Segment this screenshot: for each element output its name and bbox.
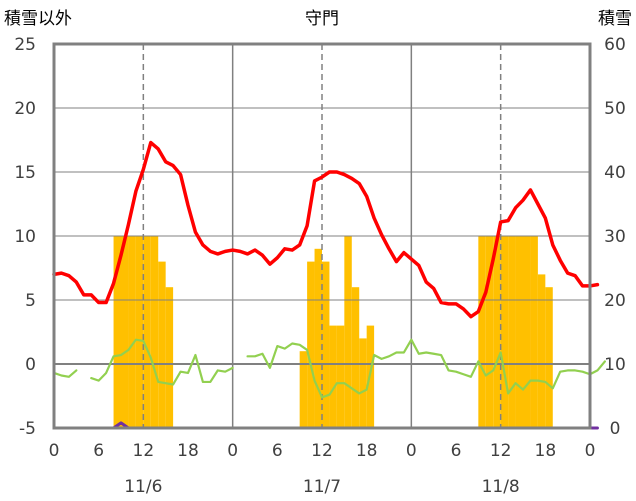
snow-depth-bar: [523, 236, 531, 428]
temperature-line: [52, 140, 600, 319]
x-tick-label: 18: [535, 441, 557, 461]
snow-depth-bar: [508, 236, 516, 428]
y-right-tick-label: 30: [604, 227, 626, 247]
snow-depth-bar: [336, 325, 345, 428]
x-tick-label: 6: [93, 441, 104, 461]
snow-depth-bar: [143, 236, 151, 428]
x-tick-label: 12: [311, 441, 333, 461]
snow-depth-bar: [165, 287, 174, 428]
right-axis-title: 積雪: [598, 9, 632, 29]
snow-depth-bar: [359, 338, 367, 428]
snow-depth-bar: [314, 248, 322, 428]
date-label: 11/7: [303, 477, 341, 497]
snow-depth-bar: [500, 236, 509, 428]
y-left-tick-label: 10: [14, 227, 36, 247]
snow-depth-bar: [537, 274, 546, 428]
chart-title: 守門: [305, 9, 339, 29]
y-left-tick-label: -5: [19, 419, 36, 439]
x-tick-label: 0: [585, 441, 596, 461]
snow-depth-bar: [158, 261, 166, 428]
snow-depth-bar: [344, 236, 352, 428]
snow-depth-bar: [299, 351, 308, 428]
y-right-tick-label: 0: [610, 419, 621, 439]
y-right-tick-label: 50: [604, 99, 626, 119]
snow-depth-bar: [493, 236, 501, 428]
x-tick-label: 0: [49, 441, 60, 461]
y-left-tick-label: 15: [14, 163, 36, 183]
snow-depth-bar: [329, 325, 337, 428]
date-label: 11/8: [482, 477, 520, 497]
snow-depth-bar: [113, 236, 121, 428]
grid-lines: [54, 44, 590, 428]
plot-frame: [52, 42, 592, 430]
y-left-tick-label: 20: [14, 99, 36, 119]
x-tick-label: 18: [177, 441, 199, 461]
snow-depth-bar: [128, 236, 136, 428]
y-left-tick-label: 0: [25, 355, 36, 375]
y-right-tick-label: 10: [604, 355, 626, 375]
y-right-tick-label: 20: [604, 291, 626, 311]
snow-depth-bar: [478, 236, 486, 428]
snow-depth-bars: [113, 236, 553, 428]
snow-depth-bar: [545, 287, 553, 428]
left-axis-title: 積雪以外: [4, 9, 72, 29]
y-left-tick-label: 5: [25, 291, 36, 311]
x-tick-label: 6: [272, 441, 283, 461]
snow-depth-bar: [150, 236, 159, 428]
snow-depth-bar: [515, 236, 523, 428]
snow-depth-bar: [351, 287, 360, 428]
wind-line: [52, 338, 606, 399]
x-tick-label: 12: [133, 441, 155, 461]
snow-depth-bar: [322, 261, 330, 428]
date-label: 11/6: [124, 477, 162, 497]
y-right-tick-label: 60: [604, 35, 626, 55]
x-tick-label: 0: [406, 441, 417, 461]
y-left-tick-label: 25: [14, 35, 36, 55]
x-tick-label: 0: [227, 441, 238, 461]
snow-depth-bar: [530, 236, 538, 428]
x-tick-label: 18: [356, 441, 378, 461]
snow-depth-bar: [121, 236, 129, 428]
x-tick-label: 6: [451, 441, 462, 461]
x-tick-label: 12: [490, 441, 512, 461]
y-right-tick-label: 40: [604, 163, 626, 183]
snow-depth-bar: [485, 236, 494, 428]
snow-depth-bar: [135, 236, 144, 428]
snow-depth-bar: [307, 261, 315, 428]
